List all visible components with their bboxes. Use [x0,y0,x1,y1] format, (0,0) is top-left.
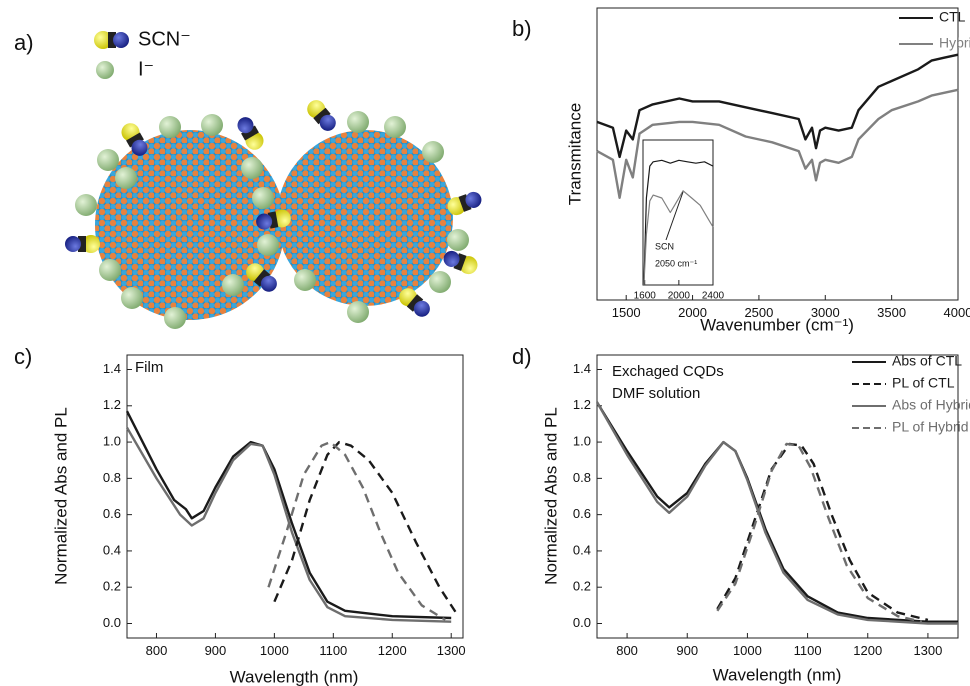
x-tick-label: 1100 [794,643,822,658]
legend-label: CTL [939,9,966,25]
y-tick-label: 0.6 [103,506,121,521]
x-tick-label: 1500 [612,305,641,320]
y-tick-label: 1.0 [573,434,591,449]
data-line [125,410,452,620]
x-tick-label: 2400 [702,291,725,302]
illustration: a) SCN⁻ I⁻ [14,28,485,329]
plot-frame [642,139,714,286]
legend-label: Hybrid [939,35,970,51]
iodide-icon [96,61,114,79]
legend-label: Abs of Hybrid [892,397,970,413]
x-tick-label: 1300 [437,643,466,658]
data-line [596,88,959,199]
y-tick-label: 1.4 [103,361,121,376]
scn-icon [94,31,129,49]
x-tick-label: 900 [205,643,227,658]
legend-label: PL of CTL [892,375,955,391]
x-tick-label: 4000 [944,305,970,320]
x-tick-label: 1600 [634,291,657,302]
annotation: Exchaged CQDs [612,363,724,380]
x-tick-label: 1100 [319,643,347,658]
y-tick-label: 0.6 [573,506,591,521]
panel-label: b) [512,16,532,41]
x-tick-label: 1000 [733,643,762,658]
annotation: SCN [655,241,674,251]
x-tick-label: 1200 [853,643,882,658]
x-tick-label: 2000 [668,291,691,302]
x-tick-label: 2000 [678,305,707,320]
annotation: 2050 cm⁻¹ [655,258,697,268]
data-line [273,440,459,616]
data-line [716,442,923,623]
annotation-arrow [665,191,684,241]
chart: 1500 2000 2500 3000 3500 4000 b) Wavenumber (cm… [512,7,970,334]
plot-frame [126,354,464,639]
y-tick-label: 0.2 [103,579,121,594]
data-line [716,442,929,622]
x-axis-label: Wavelength (nm) [713,665,842,684]
data-line [125,426,452,623]
iodide-ions [75,111,469,329]
y-tick-label: 0.8 [573,470,591,485]
legend-label: I⁻ [138,58,154,80]
data-line [595,401,958,625]
nanocrystal [95,130,285,320]
x-tick-label: 3500 [877,305,906,320]
data-line [596,53,959,159]
x-tick-label: 1300 [913,643,942,658]
x-axis-label: Wavenumber (cm⁻¹) [700,315,854,334]
panel-label: c) [14,344,32,369]
y-tick-label: 1.2 [573,397,591,412]
annotation: Film [135,359,163,376]
y-axis-label: Normalized Abs and PL [541,407,560,585]
x-tick-label: 800 [146,643,168,658]
y-tick-label: 0.2 [573,579,591,594]
y-axis-label: Normalized Abs and PL [51,407,70,585]
panel-label: a) [14,30,34,55]
data-line [267,440,446,621]
y-tick-label: 1.0 [103,434,121,449]
y-tick-label: 0.8 [103,470,121,485]
legend-label: Abs of CTL [892,353,962,369]
data-line [643,190,714,286]
x-tick-label: 2500 [744,305,773,320]
y-tick-label: 1.4 [573,361,591,376]
data-line [643,159,714,286]
y-tick-label: 1.2 [103,397,121,412]
chart: 800 900 1000 1100 1200 1300 0.0 0.2 0.4 0.6 0.8 1.0… [14,344,466,686]
nanocrystal [277,130,453,306]
y-tick-label: 0.0 [103,615,121,630]
panel-label: d) [512,344,532,369]
x-tick-label: 3000 [811,305,840,320]
x-tick-label: 1000 [260,643,289,658]
y-tick-label: 0.4 [573,542,591,557]
chart: 1600 2000 2400 SCN 2050 cm⁻¹ [634,139,725,302]
x-tick-label: 900 [676,643,698,658]
y-axis-label: Transmitance [565,103,584,205]
x-axis-label: Wavelength (nm) [230,667,359,686]
annotation: DMF solution [612,385,700,402]
legend-label: PL of Hybrid [892,419,969,435]
y-tick-label: 0.4 [103,542,121,557]
chart: 800 900 1000 1100 1200 1300 0.0 0.2 0.4 0.6 0.8 1.0… [512,344,970,685]
legend-label: SCN⁻ [138,28,191,50]
x-tick-label: 800 [616,643,638,658]
y-tick-label: 0.0 [573,615,591,630]
x-tick-label: 1200 [378,643,407,658]
